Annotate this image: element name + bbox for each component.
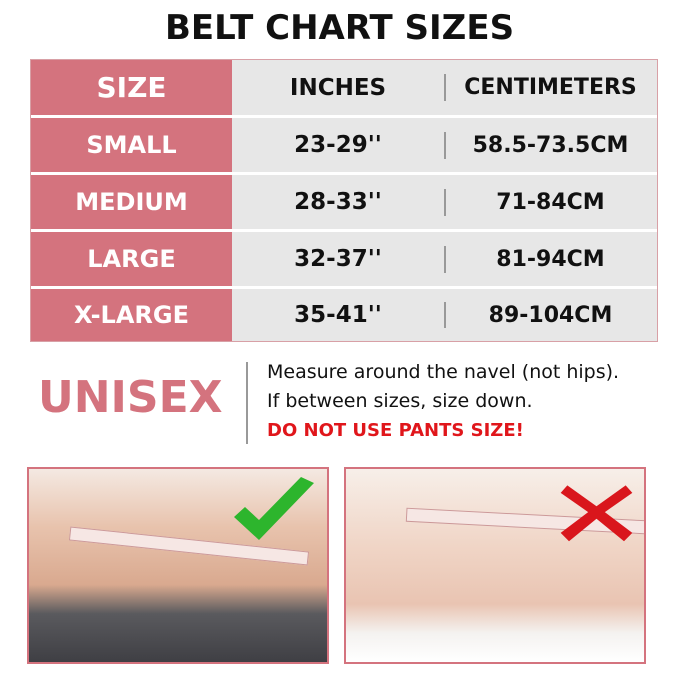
size-label: LARGE <box>31 232 232 286</box>
header-size: SIZE <box>31 60 232 115</box>
size-table: SIZE INCHES CENTIMETERS SMALL 23-29'' 58… <box>30 59 658 342</box>
cm-value: 89-104CM <box>444 289 657 341</box>
inches-value: 28-33'' <box>232 175 444 229</box>
inches-value: 35-41'' <box>232 289 444 341</box>
table-row: LARGE 32-37'' 81-94CM <box>31 232 657 286</box>
size-label: MEDIUM <box>31 175 232 229</box>
table-row: X-LARGE 35-41'' 89-104CM <box>31 289 657 341</box>
page-title: BELT CHART SIZES <box>164 8 515 48</box>
inches-value: 23-29'' <box>232 118 444 172</box>
note-navel: Measure around the navel (not hips). <box>267 361 620 383</box>
table-row: SMALL 23-29'' 58.5-73.5CM <box>31 118 657 172</box>
table-header: SIZE INCHES CENTIMETERS <box>31 60 657 115</box>
size-label: SMALL <box>31 118 232 172</box>
cm-value: 71-84CM <box>444 175 657 229</box>
header-centimeters: CENTIMETERS <box>444 60 657 115</box>
size-label: X-LARGE <box>31 289 232 341</box>
correct-measure-photo <box>27 467 329 664</box>
cm-value: 58.5-73.5CM <box>444 118 657 172</box>
divider <box>246 362 248 444</box>
header-inches: INCHES <box>232 60 444 115</box>
unisex-label: UNISEX <box>38 372 223 423</box>
cross-icon <box>560 485 633 542</box>
incorrect-measure-photo <box>344 467 646 664</box>
inches-value: 32-37'' <box>232 232 444 286</box>
note-warning: DO NOT USE PANTS SIZE! <box>267 420 524 441</box>
table-row: MEDIUM 28-33'' 71-84CM <box>31 175 657 229</box>
note-size-down: If between sizes, size down. <box>267 390 533 412</box>
measuring-notes: Measure around the navel (not hips). If … <box>267 358 619 445</box>
cm-value: 81-94CM <box>444 232 657 286</box>
check-icon <box>234 477 314 540</box>
